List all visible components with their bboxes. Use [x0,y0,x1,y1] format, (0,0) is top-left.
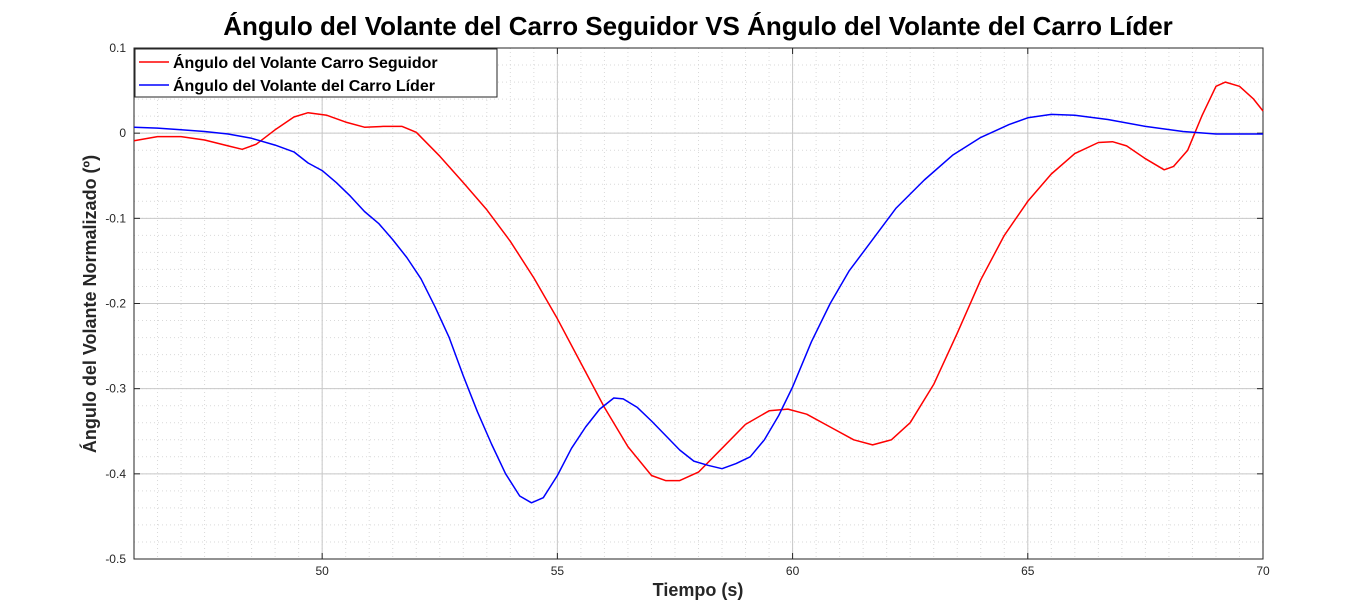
x-axis-title: Tiempo (s) [653,580,744,600]
x-tick-label: 70 [1256,564,1270,578]
series-line-lider [133,113,1263,504]
y-tick-label: -0.5 [105,552,126,566]
y-tick-label: -0.4 [105,467,126,481]
legend-box [134,48,498,98]
series-line-seguidor [133,81,1264,482]
y-tick-label: 0 [119,126,126,140]
x-tick-label: 65 [1021,564,1035,578]
y-axis-title: Ángulo del Volante Normalizado (º) [79,155,100,453]
x-tick-label: 60 [786,564,800,578]
y-tick-label: -0.1 [105,211,126,225]
y-tick-label: -0.2 [105,297,126,311]
y-tick-label: -0.3 [105,382,126,396]
chart-title: Ángulo del Volante del Carro Seguidor VS… [223,11,1173,41]
x-tick-label: 50 [315,564,329,578]
axis-ticks: 50 55 60 65 70 -0.5 -0.4 -0.3 -0.2 -0.1 0 0.1 [105,41,1270,578]
y-tick-label: 0.1 [109,41,126,55]
x-tick-label: 55 [551,564,565,578]
legend: Ángulo del Volante Carro Seguidor Ángulo … [134,48,498,98]
legend-entry-label: Ángulo del Volante Carro Seguidor [173,53,438,72]
legend-entry-label: Ángulo del Volante del Carro Líder [173,76,435,95]
series-layer [133,81,1264,504]
